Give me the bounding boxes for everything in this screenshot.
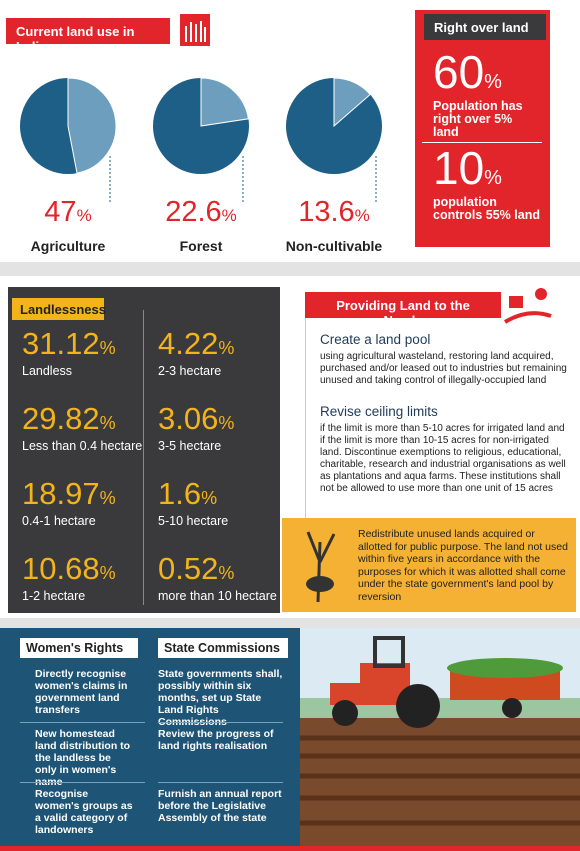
section-heading: Revise ceiling limits <box>320 404 438 419</box>
connector <box>242 156 245 203</box>
stat-label: 0.4-1 hectare <box>22 514 96 528</box>
stat-unit: % <box>484 167 502 189</box>
row-divider <box>158 782 283 783</box>
row-divider <box>158 722 283 723</box>
stat-value: 3.06 <box>158 401 219 436</box>
stat-unit: % <box>99 488 116 508</box>
right-over-land-box <box>415 10 550 247</box>
stat-value: 31.12 <box>22 326 100 361</box>
stat: 18.97% <box>22 477 116 515</box>
percent-unit: % <box>221 206 237 225</box>
stat: 31.12% <box>22 327 116 365</box>
stat-value: 0.52 <box>158 551 219 586</box>
stat-label: Landless <box>22 364 73 378</box>
note-box <box>282 518 576 612</box>
column-title: State Commissions <box>158 638 288 658</box>
stat-label: more than 10 hectare <box>158 589 277 603</box>
stat-text: Population has right over 5% land <box>433 99 523 139</box>
right-over-land-title: Right over land <box>424 14 546 40</box>
percent-unit: % <box>76 206 92 225</box>
rights-box <box>0 628 300 846</box>
pie-label: Non-cultivable <box>285 238 383 254</box>
stat: 60% <box>433 48 502 106</box>
stat-value: 1.6 <box>158 476 202 511</box>
stat-unit: % <box>201 488 218 508</box>
pie-slice <box>200 77 250 127</box>
percent-unit: % <box>354 206 370 225</box>
landlessness-box <box>8 287 280 613</box>
separator <box>0 618 580 628</box>
row-text: Recognise women's groups as a valid cate… <box>35 788 133 836</box>
stat-unit: % <box>218 563 235 583</box>
stat-label: 3-5 hectare <box>158 439 222 453</box>
row-text: New homestead land distribution to the l… <box>35 728 131 788</box>
row-text: Directly recognise women's claims in gov… <box>35 668 128 716</box>
stat-value: 4.22 <box>158 326 219 361</box>
stat-value: 10.68 <box>22 551 100 586</box>
stat: 4.22% <box>158 327 234 365</box>
stat-unit: % <box>99 563 116 583</box>
stat-label: 5-10 hectare <box>158 514 229 528</box>
land-use-title: Current land use in India <box>6 18 170 54</box>
stat-unit: % <box>218 413 235 433</box>
divider <box>143 310 144 605</box>
stat: 3.06% <box>158 402 234 440</box>
section-text: if the limit is more than 5-10 acres for… <box>320 423 566 494</box>
column-title: Women's Rights <box>20 638 138 658</box>
connector <box>109 156 112 203</box>
separator <box>0 262 580 276</box>
section-heading: Create a land pool <box>320 332 431 347</box>
stat-unit: % <box>218 338 235 358</box>
icon <box>503 288 552 324</box>
stat-label: 2-3 hectare <box>158 364 222 378</box>
stat-unit: % <box>484 71 502 93</box>
footer-bar <box>0 846 580 851</box>
pie-label: Forest <box>179 238 223 254</box>
pie-slice <box>333 77 371 128</box>
percent-value: 47 <box>44 196 77 228</box>
row-divider <box>20 782 145 783</box>
stat-value: 18.97 <box>22 476 100 511</box>
stat-unit: % <box>99 413 116 433</box>
stat-label: Less than 0.4 hectare <box>22 439 143 453</box>
percent-value: 13.6 <box>298 196 355 228</box>
pie-slice <box>67 77 117 174</box>
pie-label: Agriculture <box>30 238 106 254</box>
icon <box>180 14 210 46</box>
stat-unit: % <box>99 338 116 358</box>
stat-value: 10 <box>433 142 485 194</box>
note: Redistribute unused lands acquired or al… <box>358 528 568 603</box>
section-text: using agricultural wasteland, restoring … <box>320 351 567 386</box>
row-text: Review the progress of land rights reali… <box>158 728 274 752</box>
row-text: Furnish an annual report before the Legi… <box>158 788 282 824</box>
divider <box>422 142 542 143</box>
percent: 22.6% <box>141 196 261 229</box>
percent-value: 22.6 <box>165 196 222 228</box>
icon <box>306 531 336 603</box>
percent: 13.6% <box>274 196 394 229</box>
stat-label: 1-2 hectare <box>22 589 86 603</box>
stat-value: 29.82 <box>22 401 100 436</box>
stat-value: 60 <box>433 46 485 98</box>
stat-text: population controls 55% land <box>433 195 540 222</box>
tractor-illustration <box>300 628 580 851</box>
stat: 1.6% <box>158 477 217 515</box>
stat: 0.52% <box>158 552 234 590</box>
connector <box>375 156 378 203</box>
stat: 10% <box>433 144 502 202</box>
providing-land-title: Providing Land to the Needy <box>305 292 501 328</box>
stat: 29.82% <box>22 402 116 440</box>
row-divider <box>20 722 145 723</box>
row-text: State governments shall, possibly within… <box>158 668 283 728</box>
providing-land-box <box>305 318 575 518</box>
landlessness-title: Landlessness <box>12 298 106 320</box>
percent: 47% <box>8 196 128 229</box>
stat: 10.68% <box>22 552 116 590</box>
pie-charts <box>20 77 382 203</box>
